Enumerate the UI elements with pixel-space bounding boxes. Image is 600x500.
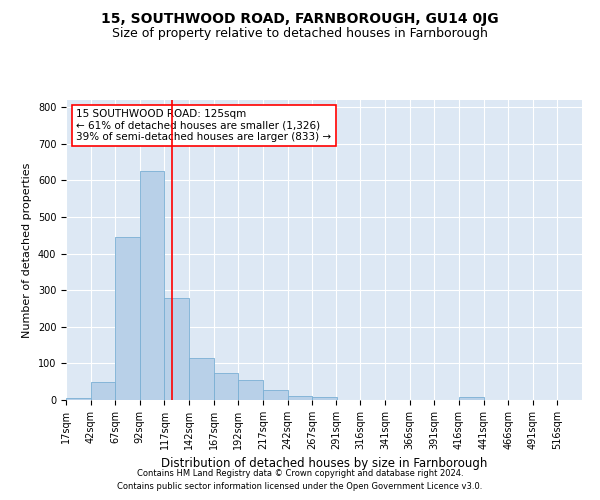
- Bar: [115, 237, 140, 400]
- Bar: [459, 397, 484, 400]
- Text: Size of property relative to detached houses in Farnborough: Size of property relative to detached ho…: [112, 28, 488, 40]
- Bar: [189, 358, 214, 400]
- Bar: [140, 172, 164, 400]
- Bar: [263, 390, 287, 400]
- Bar: [91, 382, 115, 400]
- X-axis label: Distribution of detached houses by size in Farnborough: Distribution of detached houses by size …: [161, 458, 487, 470]
- Text: Contains public sector information licensed under the Open Government Licence v3: Contains public sector information licen…: [118, 482, 482, 491]
- Bar: [214, 372, 238, 400]
- Text: Contains HM Land Registry data © Crown copyright and database right 2024.: Contains HM Land Registry data © Crown c…: [137, 468, 463, 477]
- Bar: [164, 298, 189, 400]
- Bar: [66, 398, 91, 400]
- Bar: [287, 396, 312, 400]
- Text: 15, SOUTHWOOD ROAD, FARNBOROUGH, GU14 0JG: 15, SOUTHWOOD ROAD, FARNBOROUGH, GU14 0J…: [101, 12, 499, 26]
- Bar: [312, 397, 337, 400]
- Bar: [238, 380, 263, 400]
- Text: 15 SOUTHWOOD ROAD: 125sqm
← 61% of detached houses are smaller (1,326)
39% of se: 15 SOUTHWOOD ROAD: 125sqm ← 61% of detac…: [76, 109, 331, 142]
- Y-axis label: Number of detached properties: Number of detached properties: [22, 162, 32, 338]
